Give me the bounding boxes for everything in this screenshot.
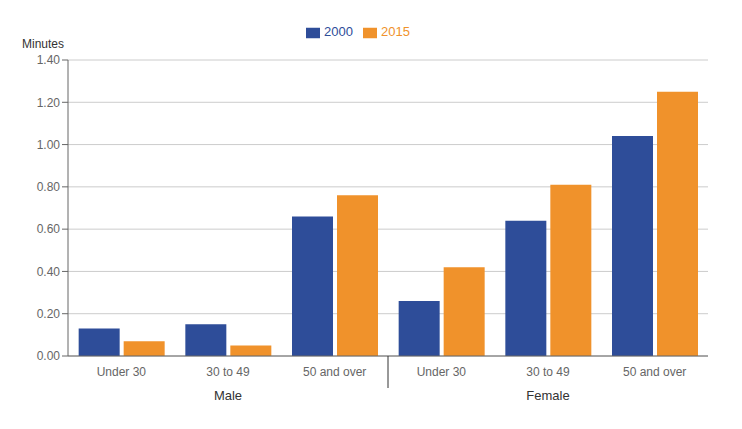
html-text:2000: 2000 [324,24,353,39]
svg-text:1.20: 1.20 [37,96,61,110]
svg-text:50 and over: 50 and over [303,365,366,379]
svg-text:0.80: 0.80 [37,180,61,194]
svg-text:0.20: 0.20 [37,307,61,321]
svg-text:1.40: 1.40 [37,53,61,67]
svg-text:1.00: 1.00 [37,138,61,152]
svg-text:30 to 49: 30 to 49 [206,365,250,379]
svg-text:Female: Female [526,388,569,403]
svg-text:Male: Male [214,388,242,403]
html-text:2015: 2015 [381,24,410,39]
svg-text:0.60: 0.60 [37,222,61,236]
svg-text:0.40: 0.40 [37,265,61,279]
svg-text:0.00: 0.00 [37,349,61,363]
svg-text:30 to 49: 30 to 49 [526,365,570,379]
svg-text:Under 30: Under 30 [417,365,467,379]
svg-text:Under 30: Under 30 [97,365,147,379]
svg-text:50 and over: 50 and over [623,365,686,379]
svg-text:Minutes: Minutes [22,37,64,51]
